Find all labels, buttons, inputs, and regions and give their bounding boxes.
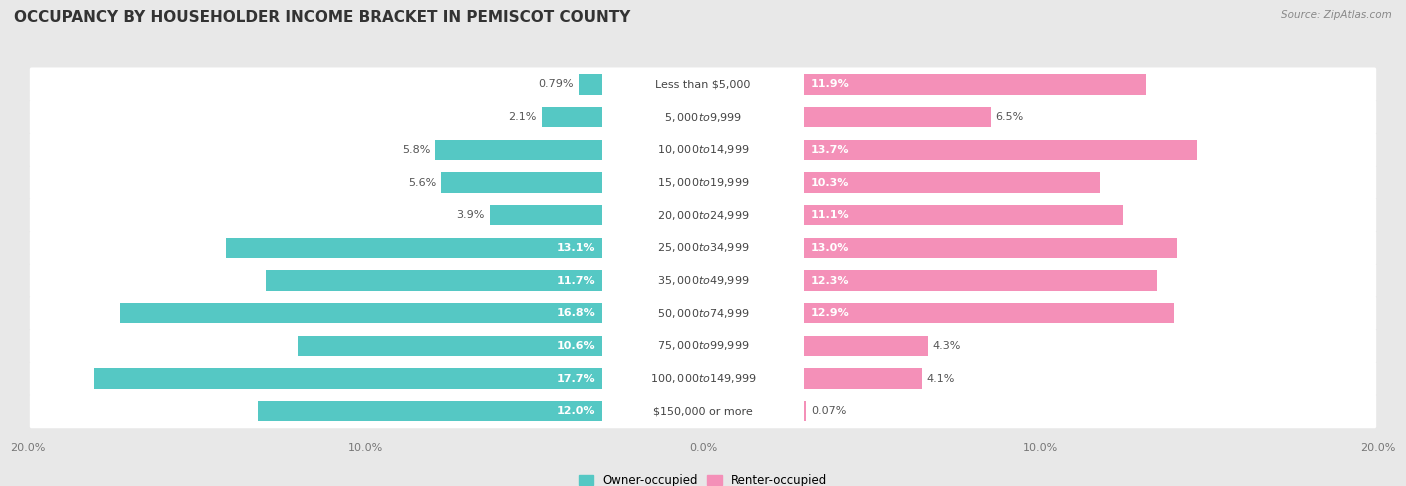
Text: 11.1%: 11.1% [811, 210, 849, 220]
Text: 12.9%: 12.9% [811, 308, 849, 318]
Bar [804, 173, 1099, 192]
Bar [804, 368, 922, 389]
Bar [94, 368, 602, 389]
Text: $100,000 to $149,999: $100,000 to $149,999 [650, 372, 756, 385]
FancyBboxPatch shape [30, 198, 1376, 232]
FancyBboxPatch shape [30, 133, 1376, 167]
Text: $150,000 or more: $150,000 or more [654, 406, 752, 416]
FancyBboxPatch shape [30, 100, 1376, 134]
Bar [541, 107, 602, 127]
Text: 13.1%: 13.1% [557, 243, 595, 253]
Text: $75,000 to $99,999: $75,000 to $99,999 [657, 339, 749, 352]
Bar [436, 139, 602, 160]
Bar [804, 139, 1197, 160]
Text: 5.8%: 5.8% [402, 145, 430, 155]
Bar [804, 303, 1174, 323]
FancyBboxPatch shape [30, 68, 1376, 102]
Text: 5.6%: 5.6% [408, 177, 436, 188]
Text: 17.7%: 17.7% [557, 374, 595, 383]
Text: 13.0%: 13.0% [811, 243, 849, 253]
Bar [257, 401, 602, 421]
Bar [298, 336, 602, 356]
Bar [804, 238, 1177, 258]
FancyBboxPatch shape [30, 263, 1376, 297]
Text: $35,000 to $49,999: $35,000 to $49,999 [657, 274, 749, 287]
FancyBboxPatch shape [30, 329, 1376, 363]
Text: $10,000 to $14,999: $10,000 to $14,999 [657, 143, 749, 156]
Text: 4.3%: 4.3% [932, 341, 962, 351]
Bar [579, 74, 602, 95]
FancyBboxPatch shape [30, 166, 1376, 199]
Text: 12.3%: 12.3% [811, 276, 849, 286]
Bar [804, 74, 1146, 95]
Text: 2.1%: 2.1% [508, 112, 537, 122]
FancyBboxPatch shape [30, 231, 1376, 265]
Bar [804, 270, 1157, 291]
Text: 6.5%: 6.5% [995, 112, 1024, 122]
Text: $25,000 to $34,999: $25,000 to $34,999 [657, 242, 749, 254]
Legend: Owner-occupied, Renter-occupied: Owner-occupied, Renter-occupied [574, 469, 832, 486]
Text: 0.07%: 0.07% [811, 406, 846, 416]
Text: 12.0%: 12.0% [557, 406, 595, 416]
Text: 10.6%: 10.6% [557, 341, 595, 351]
Text: 3.9%: 3.9% [457, 210, 485, 220]
Text: 0.79%: 0.79% [538, 80, 574, 89]
Text: Less than $5,000: Less than $5,000 [655, 80, 751, 89]
FancyBboxPatch shape [30, 296, 1376, 330]
Text: 4.1%: 4.1% [927, 374, 955, 383]
Text: 13.7%: 13.7% [811, 145, 849, 155]
Bar [804, 205, 1122, 226]
Text: $15,000 to $19,999: $15,000 to $19,999 [657, 176, 749, 189]
Text: OCCUPANCY BY HOUSEHOLDER INCOME BRACKET IN PEMISCOT COUNTY: OCCUPANCY BY HOUSEHOLDER INCOME BRACKET … [14, 10, 630, 25]
FancyBboxPatch shape [30, 394, 1376, 428]
Text: 11.9%: 11.9% [811, 80, 849, 89]
Bar [120, 303, 602, 323]
Text: 11.7%: 11.7% [557, 276, 595, 286]
Text: Source: ZipAtlas.com: Source: ZipAtlas.com [1281, 10, 1392, 20]
Bar [804, 401, 806, 421]
FancyBboxPatch shape [30, 362, 1376, 396]
Text: 16.8%: 16.8% [557, 308, 595, 318]
Text: $5,000 to $9,999: $5,000 to $9,999 [664, 111, 742, 123]
Bar [804, 107, 991, 127]
Bar [489, 205, 602, 226]
Bar [266, 270, 602, 291]
Bar [226, 238, 602, 258]
Bar [804, 336, 928, 356]
Text: 10.3%: 10.3% [811, 177, 849, 188]
Text: $50,000 to $74,999: $50,000 to $74,999 [657, 307, 749, 320]
Bar [441, 173, 602, 192]
Text: $20,000 to $24,999: $20,000 to $24,999 [657, 208, 749, 222]
